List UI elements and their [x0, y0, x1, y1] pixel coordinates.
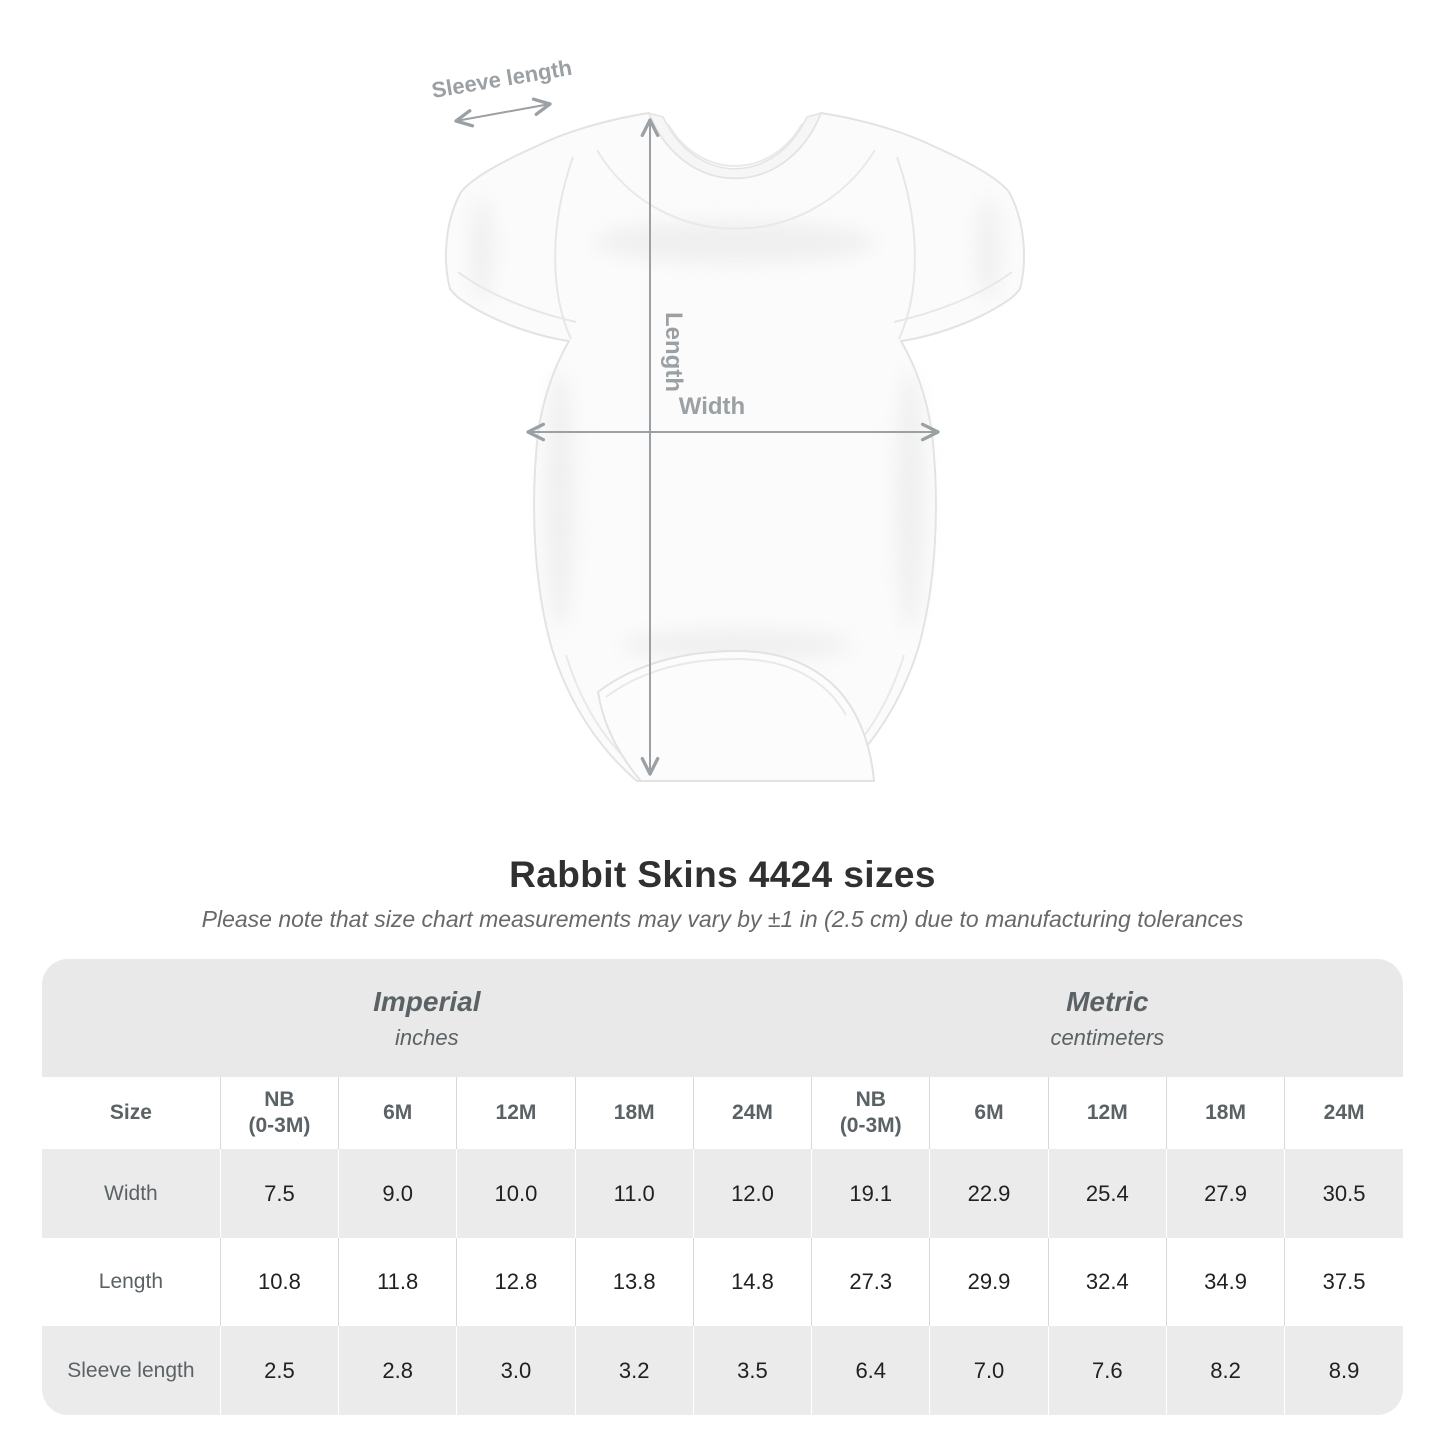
- sleeve-length-arrow: [454, 97, 552, 128]
- value-cell: 2.8: [338, 1326, 457, 1415]
- value-cell: 3.5: [692, 1326, 812, 1415]
- size-header-metric-6m: 6M: [929, 1077, 1049, 1149]
- imperial-group-header: Imperial inches: [42, 959, 812, 1077]
- value-cell: 25.4: [1047, 1149, 1167, 1238]
- size-table: Imperial inches Metric centimeters Size …: [42, 959, 1403, 1415]
- value-cell: 19.1: [811, 1149, 930, 1238]
- value-cell: 22.9: [929, 1149, 1049, 1238]
- length-measure-label: Length: [660, 312, 687, 392]
- sleeve-length-row: Sleeve length 2.5 2.8 3.0 3.2 3.5 6.4 7.…: [42, 1326, 1403, 1415]
- left-armhole-seam: [554, 156, 574, 340]
- lap-shoulder-seam: [596, 149, 876, 230]
- value-cell: 9.0: [338, 1149, 457, 1238]
- metric-group-label: Metric: [1066, 985, 1149, 1017]
- bodysuit-body-shape: [444, 112, 1026, 782]
- value-cell: 29.9: [929, 1238, 1049, 1326]
- size-header-metric-18m: 18M: [1165, 1077, 1285, 1149]
- width-measure-label: Width: [679, 393, 745, 420]
- length-row: Length 10.8 11.8 12.8 13.8 14.8 27.3 29.…: [42, 1238, 1403, 1326]
- size-header-imperial-24m: 24M: [692, 1077, 812, 1149]
- imperial-group-label: Imperial: [373, 985, 481, 1017]
- value-cell: 2.5: [219, 1326, 339, 1415]
- value-cell: 30.5: [1284, 1149, 1403, 1238]
- measurement-arrows: [454, 97, 940, 776]
- width-row-label: Width: [104, 1181, 158, 1205]
- value-cell: 8.2: [1165, 1326, 1285, 1415]
- value-cell: 32.4: [1047, 1238, 1167, 1326]
- value-cell: 10.0: [456, 1149, 576, 1238]
- crotch-flap: [596, 649, 876, 782]
- value-cell: 7.0: [929, 1326, 1049, 1415]
- right-armhole-seam: [896, 156, 916, 340]
- value-cell: 13.8: [574, 1238, 694, 1326]
- value-cell: 12.0: [692, 1149, 812, 1238]
- value-cell: 37.5: [1284, 1238, 1403, 1326]
- size-table-container: Imperial inches Metric centimeters Size …: [42, 959, 1403, 1415]
- tolerance-note: Please note that size chart measurements…: [201, 906, 1244, 932]
- size-header-metric-24m: 24M: [1284, 1077, 1403, 1149]
- metric-group-header: Metric centimeters: [811, 959, 1403, 1077]
- sleeve-length-measure-label: Sleeve length: [430, 55, 574, 103]
- left-cuff-line: [457, 271, 577, 323]
- size-header-imperial-12m: 12M: [456, 1077, 576, 1149]
- value-cell: 8.9: [1284, 1326, 1403, 1415]
- sleeve-length-row-label: Sleeve length: [67, 1358, 195, 1382]
- collar-rib-line: [667, 123, 803, 167]
- width-row: Width 7.5 9.0 10.0 11.0 12.0 19.1 22.9 2…: [42, 1149, 1403, 1238]
- size-header-metric-nb: NB (0-3M): [811, 1077, 930, 1149]
- value-cell: 3.2: [574, 1326, 694, 1415]
- value-cell: 12.8: [456, 1238, 576, 1326]
- size-column-header: Size: [109, 1100, 152, 1124]
- value-cell: 14.8: [692, 1238, 812, 1326]
- metric-unit-label: centimeters: [1050, 1024, 1165, 1050]
- length-row-label: Length: [98, 1270, 163, 1293]
- value-cell: 11.0: [574, 1149, 694, 1238]
- size-header-imperial-18m: 18M: [574, 1077, 694, 1149]
- size-header-imperial-nb: NB (0-3M): [219, 1077, 339, 1149]
- size-header-row: Size NB (0-3M) 6M 12M 18M 24M NB (0-3M) …: [42, 1077, 1403, 1149]
- size-header-metric-12m: 12M: [1047, 1077, 1167, 1149]
- size-header-imperial-6m: 6M: [338, 1077, 457, 1149]
- value-cell: 11.8: [338, 1238, 457, 1326]
- page-title: Rabbit Skins 4424 sizes: [509, 854, 936, 895]
- value-cell: 27.9: [1165, 1149, 1285, 1238]
- bodysuit-garment: [444, 111, 1026, 782]
- value-cell: 10.8: [219, 1238, 339, 1326]
- value-cell: 3.0: [456, 1326, 576, 1415]
- value-cell: 7.6: [1047, 1326, 1167, 1415]
- value-cell: 6.4: [811, 1326, 930, 1415]
- value-cell: 7.5: [219, 1149, 339, 1238]
- collar-band: [647, 111, 823, 179]
- value-cell: 27.3: [811, 1238, 930, 1326]
- value-cell: 34.9: [1165, 1238, 1285, 1326]
- imperial-unit-label: inches: [395, 1024, 459, 1050]
- unit-group-header-row: Imperial inches Metric centimeters: [42, 959, 1403, 1077]
- bodysuit-illustration: Length Width Sleeve length: [430, 55, 1026, 782]
- right-cuff-line: [893, 271, 1013, 323]
